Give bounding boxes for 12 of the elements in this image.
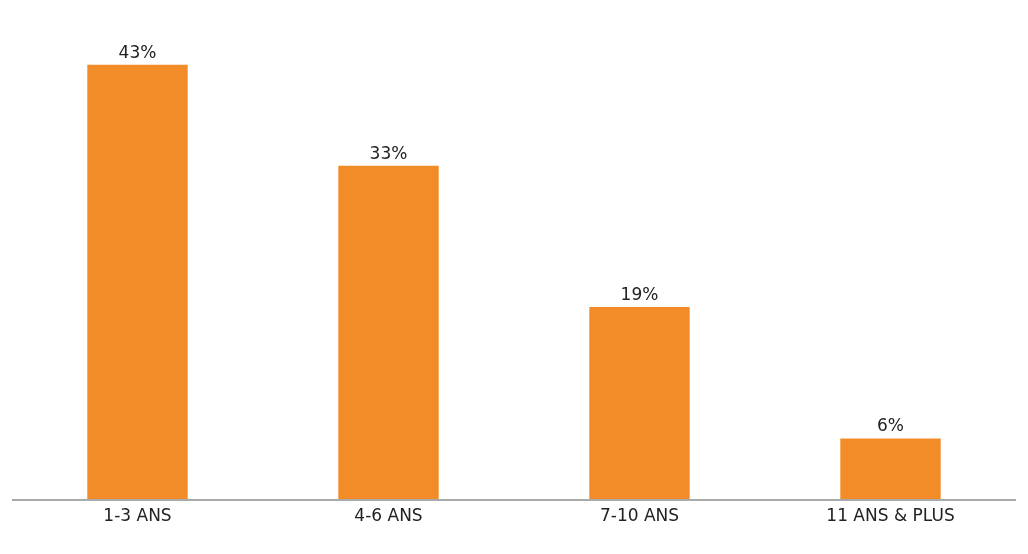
bar [87, 64, 188, 499]
x-tick-label: 4-6 ANS [354, 505, 423, 526]
x-tick-label: 11 ANS & PLUS [826, 505, 955, 526]
x-tick-label: 7-10 ANS [599, 505, 680, 526]
bar [589, 307, 690, 499]
data-label: 6% [877, 415, 904, 436]
data-label: 19% [620, 284, 659, 305]
bar [840, 438, 941, 499]
x-tick-label: 1-3 ANS [103, 505, 172, 526]
bar [338, 165, 439, 499]
data-label: 43% [118, 41, 157, 62]
data-label: 33% [369, 142, 408, 163]
